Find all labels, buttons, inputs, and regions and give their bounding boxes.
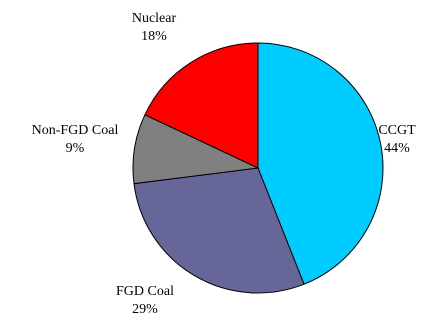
slice-label-ccgt: CCGT 44% xyxy=(374,122,420,158)
slice-label-nuclear: Nuclear 18% xyxy=(114,10,194,46)
slice-name-ccgt: CCGT xyxy=(378,123,416,138)
slice-value-nuclear: 18% xyxy=(141,29,167,44)
slice-name-fgd-coal: FGD Coal xyxy=(116,284,174,299)
slice-name-nuclear: Nuclear xyxy=(131,11,177,26)
slice-label-fgd-coal: FGD Coal 29% xyxy=(105,283,185,319)
slice-value-ccgt: 44% xyxy=(384,141,410,156)
pie-slice-fgd-coal xyxy=(133,167,305,294)
slice-label-non-fgd-coal: Non-FGD Coal 9% xyxy=(18,122,132,158)
slice-value-fgd-coal: 29% xyxy=(132,302,158,317)
pie-slice-nuclear xyxy=(144,42,259,169)
slice-name-non-fgd-coal: Non-FGD Coal xyxy=(31,123,119,138)
pie-slice-ccgt xyxy=(257,42,384,285)
slice-value-non-fgd-coal: 9% xyxy=(65,141,85,156)
